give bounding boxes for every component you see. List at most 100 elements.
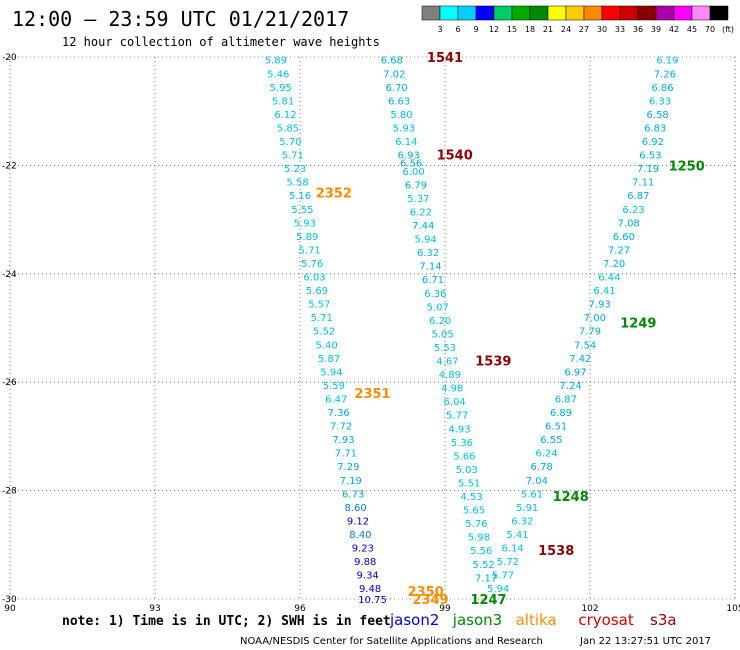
swh-value-jason3: 6.14 (502, 544, 524, 555)
swh-value-jason3: 6.92 (642, 137, 664, 148)
track-label: 1247 (470, 593, 506, 608)
legend-jason3: jason3 (452, 611, 502, 629)
y-tick-label: -20 (2, 53, 17, 63)
swh-value-jason2: 7.72 (330, 422, 352, 433)
track-label: 1250 (669, 159, 705, 174)
swh-value-jason3: 6.60 (613, 232, 635, 243)
swh-value-jason3: 5.77 (492, 571, 514, 582)
swh-value-cryosat: 7.14 (419, 262, 441, 273)
swh-value-jason2: 5.40 (315, 340, 337, 351)
legend-swatch (565, 5, 585, 21)
swh-value-jason2: 6.03 (303, 273, 325, 284)
swh-value-jason2: 5.71 (282, 151, 304, 162)
legend-swatch (709, 5, 729, 21)
swh-value-cryosat: 5.66 (453, 451, 475, 462)
swh-value-cryosat: 7.44 (412, 221, 434, 232)
swh-value-jason3: 7.19 (637, 164, 659, 175)
swh-value-cryosat: 5.05 (431, 329, 453, 340)
swh-value-cryosat: 4.98 (441, 384, 463, 395)
swh-value-jason2: 5.81 (272, 96, 294, 107)
swh-value-cryosat: 6.93 (398, 151, 420, 162)
track-label: 1540 (437, 149, 473, 164)
legend-swatch (655, 5, 675, 21)
swh-value-jason3: 6.87 (555, 394, 577, 405)
swh-value-cryosat: 5.80 (390, 110, 412, 121)
swh-value-jason2: 5.95 (270, 83, 292, 94)
legend-tick-label: 6 (455, 25, 460, 34)
swh-value-cryosat: 6.32 (417, 248, 439, 259)
swh-value-cryosat: 4.93 (448, 424, 470, 435)
legend-tick-label: 42 (669, 25, 679, 34)
satellite-legend: jason2 jason3 altika cryosat s3a (389, 611, 677, 629)
y-tick-label: -28 (2, 487, 17, 497)
swh-value-jason3: 7.79 (579, 327, 601, 338)
swh-value-jason2: 5.55 (291, 205, 313, 216)
swh-value-jason2: 5.89 (265, 56, 287, 67)
legend-cryosat: cryosat (578, 611, 633, 629)
swh-value-cryosat: 6.14 (395, 137, 417, 148)
legend-tick-label: 45 (687, 25, 697, 34)
swh-value-jason2: 7.71 (335, 449, 357, 460)
swh-value-jason2: 8.40 (349, 530, 371, 541)
swh-value-cryosat: 5.03 (456, 465, 478, 476)
swh-value-jason2: 9.48 (359, 584, 381, 595)
legend-tick-label: 12 (489, 25, 499, 34)
swh-value-cryosat: 6.56 (400, 159, 422, 170)
timestamp-text: Jan 22 13:27:51 UTC 2017 (579, 636, 711, 647)
legend-swatch (601, 5, 621, 21)
swh-value-cryosat: 5.77 (446, 411, 468, 422)
track-label: 1539 (475, 355, 511, 370)
swh-value-jason3: 6.89 (550, 408, 572, 419)
swh-value-cryosat: 6.63 (388, 96, 410, 107)
track-label: 1538 (538, 544, 574, 559)
swh-value-cryosat: 5.93 (393, 123, 415, 134)
swh-value-jason3: 6.41 (593, 286, 615, 297)
swh-value-cryosat: 5.37 (407, 194, 429, 205)
x-tick-label: 105 (726, 604, 740, 614)
x-tick-label: 90 (4, 604, 16, 614)
x-tick-label: 102 (581, 604, 598, 614)
swh-value-jason2: 5.23 (284, 164, 306, 175)
swh-value-cryosat: 5.51 (458, 478, 480, 489)
swh-value-jason3: 6.97 (564, 367, 586, 378)
swh-value-jason3: 7.93 (589, 300, 611, 311)
swh-value-jason3: 6.78 (531, 462, 553, 473)
wave-height-color-legend: 3 6 9 12 15 18 21 24 27 30 33 36 39 42 45 70 (ft) (421, 5, 734, 34)
swh-value-cryosat: 6.00 (402, 167, 424, 178)
legend-tick-label: 39 (651, 25, 661, 34)
swh-value-jason2: 5.59 (323, 381, 345, 392)
swh-value-cryosat: 6.22 (410, 207, 432, 218)
swh-value-jason2: 9.88 (354, 557, 376, 568)
swh-value-cryosat: 6.70 (386, 83, 408, 94)
swh-value-jason3: 6.87 (627, 191, 649, 202)
swh-value-cryosat: 5.65 (463, 506, 485, 517)
track-label: 2350 (408, 585, 444, 600)
swh-value-jason2: 8.60 (344, 503, 366, 514)
y-tick-label: -22 (2, 161, 17, 171)
swh-value-jason2: 5.93 (294, 218, 316, 229)
swh-value-jason3: 6.32 (511, 516, 533, 527)
swh-value-jason3: 5.91 (516, 503, 538, 514)
swh-value-jason2: 5.94 (320, 367, 342, 378)
plot-area: 90 93 96 99 102 105 -20 -22 -24 -26 -28 -30 5.89 5.46… (2, 51, 740, 614)
legend-tick-label: 15 (507, 25, 517, 34)
swh-value-jason3: 6.53 (639, 151, 661, 162)
swh-value-cryosat: 5.56 (470, 546, 492, 557)
swh-value-jason3: 6.58 (647, 110, 669, 121)
swh-value-jason3: 7.26 (654, 69, 676, 80)
swh-value-jason3: 7.11 (632, 178, 654, 189)
swh-value-cryosat: 7.17 (475, 573, 497, 584)
swh-value-jason2: 6.12 (274, 110, 296, 121)
swh-value-jason2: 6.73 (342, 489, 364, 500)
swh-value-jason3: 6.55 (540, 435, 562, 446)
swh-value-jason3: 6.44 (598, 273, 620, 284)
x-tick-label: 99 (439, 604, 451, 614)
swh-value-cryosat: 4.67 (436, 357, 458, 368)
swh-value-jason3: 6.83 (644, 123, 666, 134)
track-label: 1248 (553, 490, 589, 505)
swh-value-cryosat: 4.89 (439, 370, 461, 381)
swh-value-jason3: 7.54 (574, 340, 596, 351)
swh-value-cryosat: 5.53 (434, 343, 456, 354)
legend-tick-label: 70 (705, 25, 715, 34)
x-tick-label: 96 (294, 604, 306, 614)
